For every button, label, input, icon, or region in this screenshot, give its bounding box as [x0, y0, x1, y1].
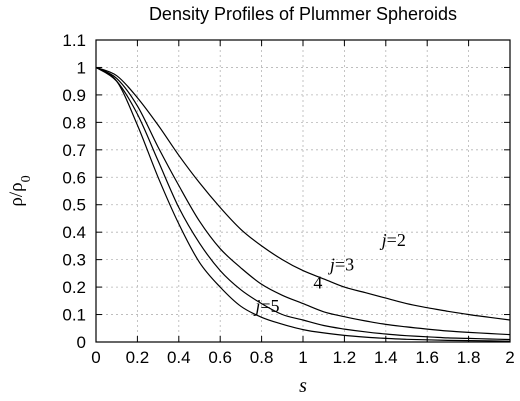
- x-tick-label: 1.8: [457, 348, 481, 367]
- curves: [95, 66, 511, 342]
- series-line-5: [95, 66, 511, 342]
- y-tick-label: 0.4: [62, 223, 86, 242]
- grid-lines: [96, 40, 510, 342]
- series-label-variable: j: [253, 296, 260, 316]
- x-tick-label: 0.2: [126, 348, 150, 367]
- series-line-2: [95, 66, 511, 321]
- y-tick-label: 0.3: [62, 251, 86, 270]
- x-tick-label: 1.2: [333, 348, 357, 367]
- x-tick-label: 0.4: [167, 348, 191, 367]
- y-tick-label: 1.1: [62, 31, 86, 50]
- series-label-3: j=3: [328, 255, 354, 275]
- y-tick-label: 0.9: [62, 86, 86, 105]
- x-axis-label: s: [299, 375, 307, 397]
- x-tick-label: 0.8: [250, 348, 274, 367]
- x-tick-label: 0: [91, 348, 100, 367]
- chart-title: Density Profiles of Plummer Spheroids: [149, 4, 457, 24]
- series-label-4: 4: [313, 272, 322, 292]
- x-tick-label: 1.6: [415, 348, 439, 367]
- y-axis-label-subscript: 0: [19, 175, 34, 182]
- x-tick-label: 2: [505, 348, 514, 367]
- series-label-value: 4: [313, 272, 322, 292]
- series-line-4: [95, 66, 511, 341]
- y-tick-label: 1: [77, 58, 86, 77]
- y-tick-label: 0.5: [62, 196, 86, 215]
- y-tick-label: 0.2: [62, 278, 86, 297]
- series-line-3: [95, 66, 511, 336]
- y-tick-label: 0.7: [62, 141, 86, 160]
- x-tick-label: 1: [298, 348, 307, 367]
- y-tick-label: 0.8: [62, 113, 86, 132]
- y-tick-label: 0: [77, 333, 86, 352]
- y-tick-label: 0.1: [62, 306, 86, 325]
- axis-ticks: 0 0.2 0.4 0.6 0.8 1 1.2 1.4 1.6 1.8 2 0 0.1 0.2 0.3 0.4…: [62, 31, 514, 367]
- y-tick-label: 0.6: [62, 168, 86, 187]
- x-tick-label: 0.6: [208, 348, 232, 367]
- series-label-value: =5: [260, 296, 279, 316]
- series-label-5: j=5: [253, 296, 279, 316]
- series-labels: j=2j=34j=5: [253, 230, 405, 316]
- series-label-variable: j: [328, 255, 335, 275]
- x-tick-label: 1.4: [374, 348, 398, 367]
- series-label-value: =3: [335, 255, 354, 275]
- series-label-2: j=2: [380, 230, 406, 250]
- series-label-value: =2: [387, 230, 406, 250]
- y-axis-label-main: ρ/ρ: [6, 182, 27, 206]
- y-axis-label: ρ/ρ0: [6, 175, 34, 206]
- series-label-variable: j: [380, 230, 387, 250]
